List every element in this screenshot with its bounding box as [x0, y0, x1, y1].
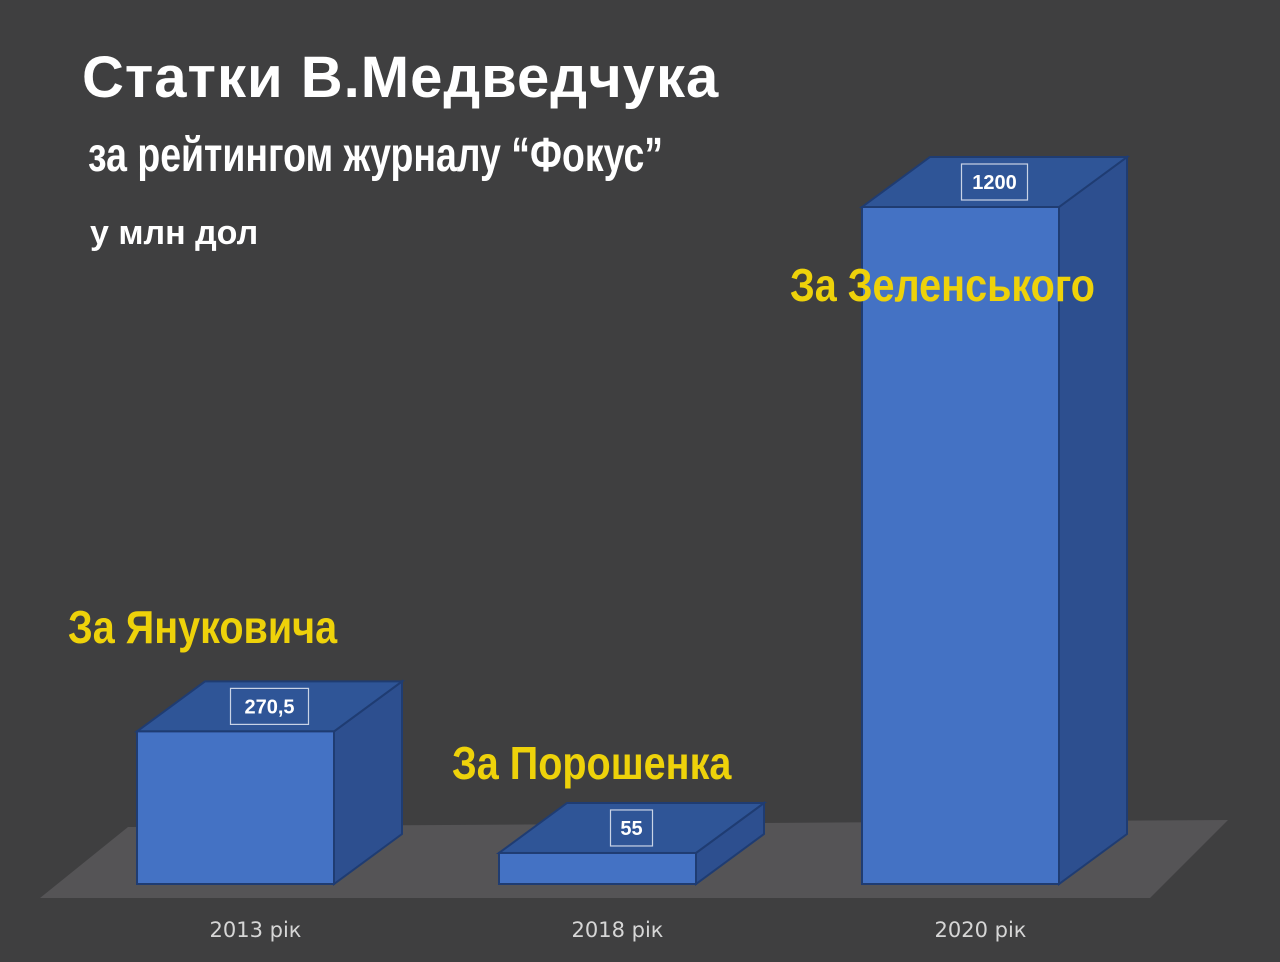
annotation-yanukovych: За Януковича: [68, 601, 338, 653]
data-label-2: 1200: [972, 172, 1017, 194]
bar-1: 55: [495, 800, 768, 886]
data-label-box-2: [960, 163, 1029, 201]
bars-group: 270,5 55 1200: [133, 155, 1131, 886]
data-label-0: 270,5: [244, 696, 294, 718]
tick-labels: 2013 рік 2018 рік 2020 рік: [210, 918, 1027, 942]
bar-2: 1200: [858, 155, 1131, 886]
tick-label-1: 2018 рік: [572, 918, 664, 942]
annotation-poroshenko: За Порошенка: [452, 737, 732, 789]
chart-title: Статки В.Медведчука: [82, 45, 720, 110]
bar-front-2: [861, 206, 1060, 885]
chart-subtitle: за рейтингом журналу “Фокус”: [88, 129, 664, 182]
bar-front-0: [136, 730, 335, 886]
data-label-box-1: [609, 809, 654, 847]
data-label-box-0: [229, 687, 310, 725]
bar-0: 270,5: [133, 679, 406, 886]
annotation-zelensky: За Зеленського: [790, 259, 1095, 311]
data-label-1: 55: [620, 818, 642, 840]
tick-label-2: 2020 рік: [935, 918, 1027, 942]
unit-label: у млн дол: [90, 214, 259, 252]
bar-front-1: [498, 851, 697, 885]
tick-label-0: 2013 рік: [210, 918, 302, 942]
